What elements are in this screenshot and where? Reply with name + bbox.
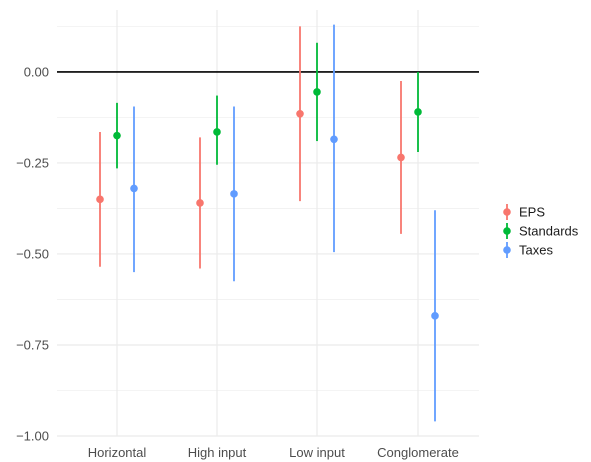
- legend-label: Taxes: [519, 243, 553, 258]
- data-point: [130, 184, 138, 193]
- x-tick-label: Horizontal: [88, 445, 147, 460]
- data-point: [313, 88, 321, 96]
- y-tick-label: −0.25: [16, 155, 49, 170]
- data-point: [414, 108, 422, 116]
- data-point: [113, 131, 121, 140]
- data-point: [330, 135, 338, 144]
- data-point: [213, 128, 221, 136]
- y-tick-label: 0.00: [24, 64, 49, 79]
- legend-label: Standards: [519, 224, 579, 239]
- data-marks: [96, 24, 439, 422]
- y-tick-label: −1.00: [16, 429, 49, 444]
- y-axis: 0.00 −0.25 −0.50 −0.75 −1.00: [16, 64, 49, 443]
- legend: EPS Standards Taxes: [503, 204, 579, 258]
- legend-key-point: [503, 246, 511, 254]
- legend-key-point: [503, 227, 511, 235]
- data-point: [431, 312, 439, 320]
- data-point: [397, 153, 405, 162]
- data-point: [296, 109, 304, 118]
- data-point: [230, 190, 238, 198]
- x-tick-label: Conglomerate: [377, 445, 459, 460]
- data-point: [196, 199, 204, 207]
- legend-label: EPS: [519, 205, 545, 220]
- legend-key-point: [503, 208, 511, 216]
- x-tick-label: High input: [188, 445, 247, 460]
- y-tick-label: −0.50: [16, 246, 49, 261]
- x-axis: Horizontal High input Low input Conglomerat…: [88, 445, 459, 460]
- x-tick-label: Low input: [289, 445, 345, 460]
- y-tick-label: −0.75: [16, 337, 49, 352]
- data-point: [96, 195, 104, 204]
